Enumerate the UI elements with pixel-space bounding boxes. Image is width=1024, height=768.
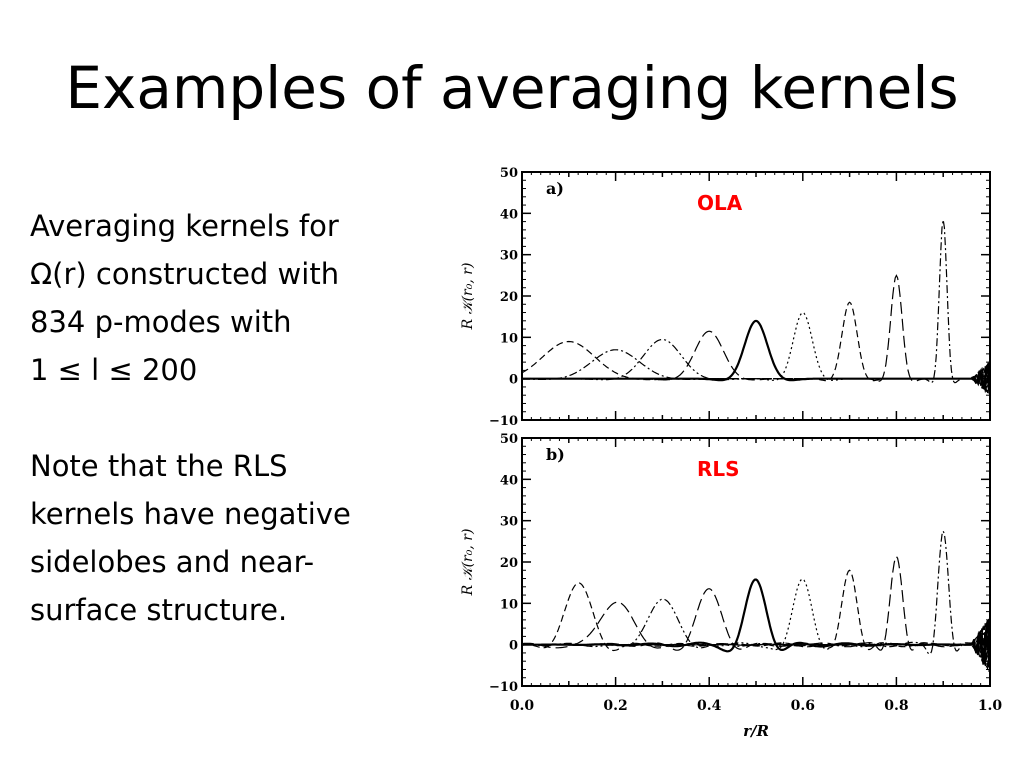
kernel-curve-r0-0_9 (522, 219, 990, 395)
y-tick-label: 40 (500, 473, 518, 488)
y-tick-label: 10 (500, 331, 518, 346)
y-axis-label: R 𝒦(r₀, r) (460, 263, 476, 331)
y-tick-label: 40 (500, 207, 518, 222)
kernel-curve-r0-0_3 (522, 338, 990, 394)
paragraph2-line: Note that the RLS (30, 449, 288, 483)
kernel-curve-r0-0_1 (522, 340, 990, 391)
y-tick-label: 20 (500, 556, 518, 571)
y-tick-label: 0 (509, 639, 518, 654)
kernel-curve-r0-0_4 (522, 588, 990, 667)
x-tick-label: 0.4 (697, 698, 722, 714)
slide-title: Examples of averaging kernels (65, 54, 959, 122)
kernel-curve-r0-0_2 (522, 349, 990, 395)
kernel-curve-r0-0_8 (522, 274, 990, 393)
y-tick-label: 10 (500, 597, 518, 612)
plot-frame (521, 437, 991, 687)
y-tick-label: 20 (500, 290, 518, 305)
x-tick-label: 0.0 (510, 698, 535, 714)
panel-label: a) (546, 179, 564, 198)
y-tick-label: 0 (509, 373, 518, 388)
x-tick-label: 0.8 (884, 698, 908, 714)
y-tick-label: 30 (500, 515, 518, 530)
method-label: RLS (697, 457, 740, 481)
kernel-curve-r0-0_6 (522, 578, 990, 672)
x-tick-label: 0.6 (791, 698, 815, 714)
y-tick-label: −10 (489, 680, 518, 695)
y-axis-label: R 𝒦(r₀, r) (460, 529, 476, 597)
paragraph1-line: Ω(r) constructed with (30, 257, 340, 291)
kernel-plots-svg: −10 0 10 20 30 40 50 R 𝒦(r₀, r) a) OLA −10 0 10 20 30 4… (460, 166, 1003, 740)
kernel-curve-r0-0_5 (522, 578, 990, 666)
kernel-curve-r0-0_2 (522, 601, 990, 672)
paragraph1-line: 1 ≤ l ≤ 200 (30, 353, 198, 387)
plot-frame (521, 171, 991, 421)
paragraph1-line: 834 p-modes with (30, 305, 292, 339)
paragraph2-line: surface structure. (30, 593, 288, 627)
y-tick-label: 30 (500, 249, 518, 264)
x-tick-label: 0.2 (603, 698, 627, 714)
x-tick-label: 1.0 (978, 698, 1003, 714)
method-label: OLA (697, 191, 743, 215)
paragraph1-line: Averaging kernels for (30, 209, 339, 243)
kernel-curve-r0-0_3 (522, 598, 990, 670)
paragraph2-line: sidelobes and near- (30, 545, 315, 579)
y-tick-label: 50 (500, 166, 518, 181)
kernel-figure: −10 0 10 20 30 40 50 R 𝒦(r₀, r) a) OLA −10 0 10 20 30 4… (450, 160, 1010, 760)
y-tick-label: −10 (489, 414, 518, 429)
x-axis-label: r/R (743, 722, 769, 740)
kernel-curve-r0-0_7 (522, 569, 990, 669)
kernel-curve-r0-0_8 (522, 555, 990, 666)
kernel-curve-r0-0_12 (522, 582, 990, 665)
panel-label: b) (546, 445, 565, 464)
body-text: Averaging kernels for Ω(r) constructed w… (30, 202, 450, 634)
paragraph2-line: kernels have negative (30, 497, 351, 531)
kernel-curve-r0-0_6 (522, 311, 990, 395)
y-tick-label: 50 (500, 432, 518, 447)
kernel-curve-r0-0_9 (522, 529, 990, 675)
